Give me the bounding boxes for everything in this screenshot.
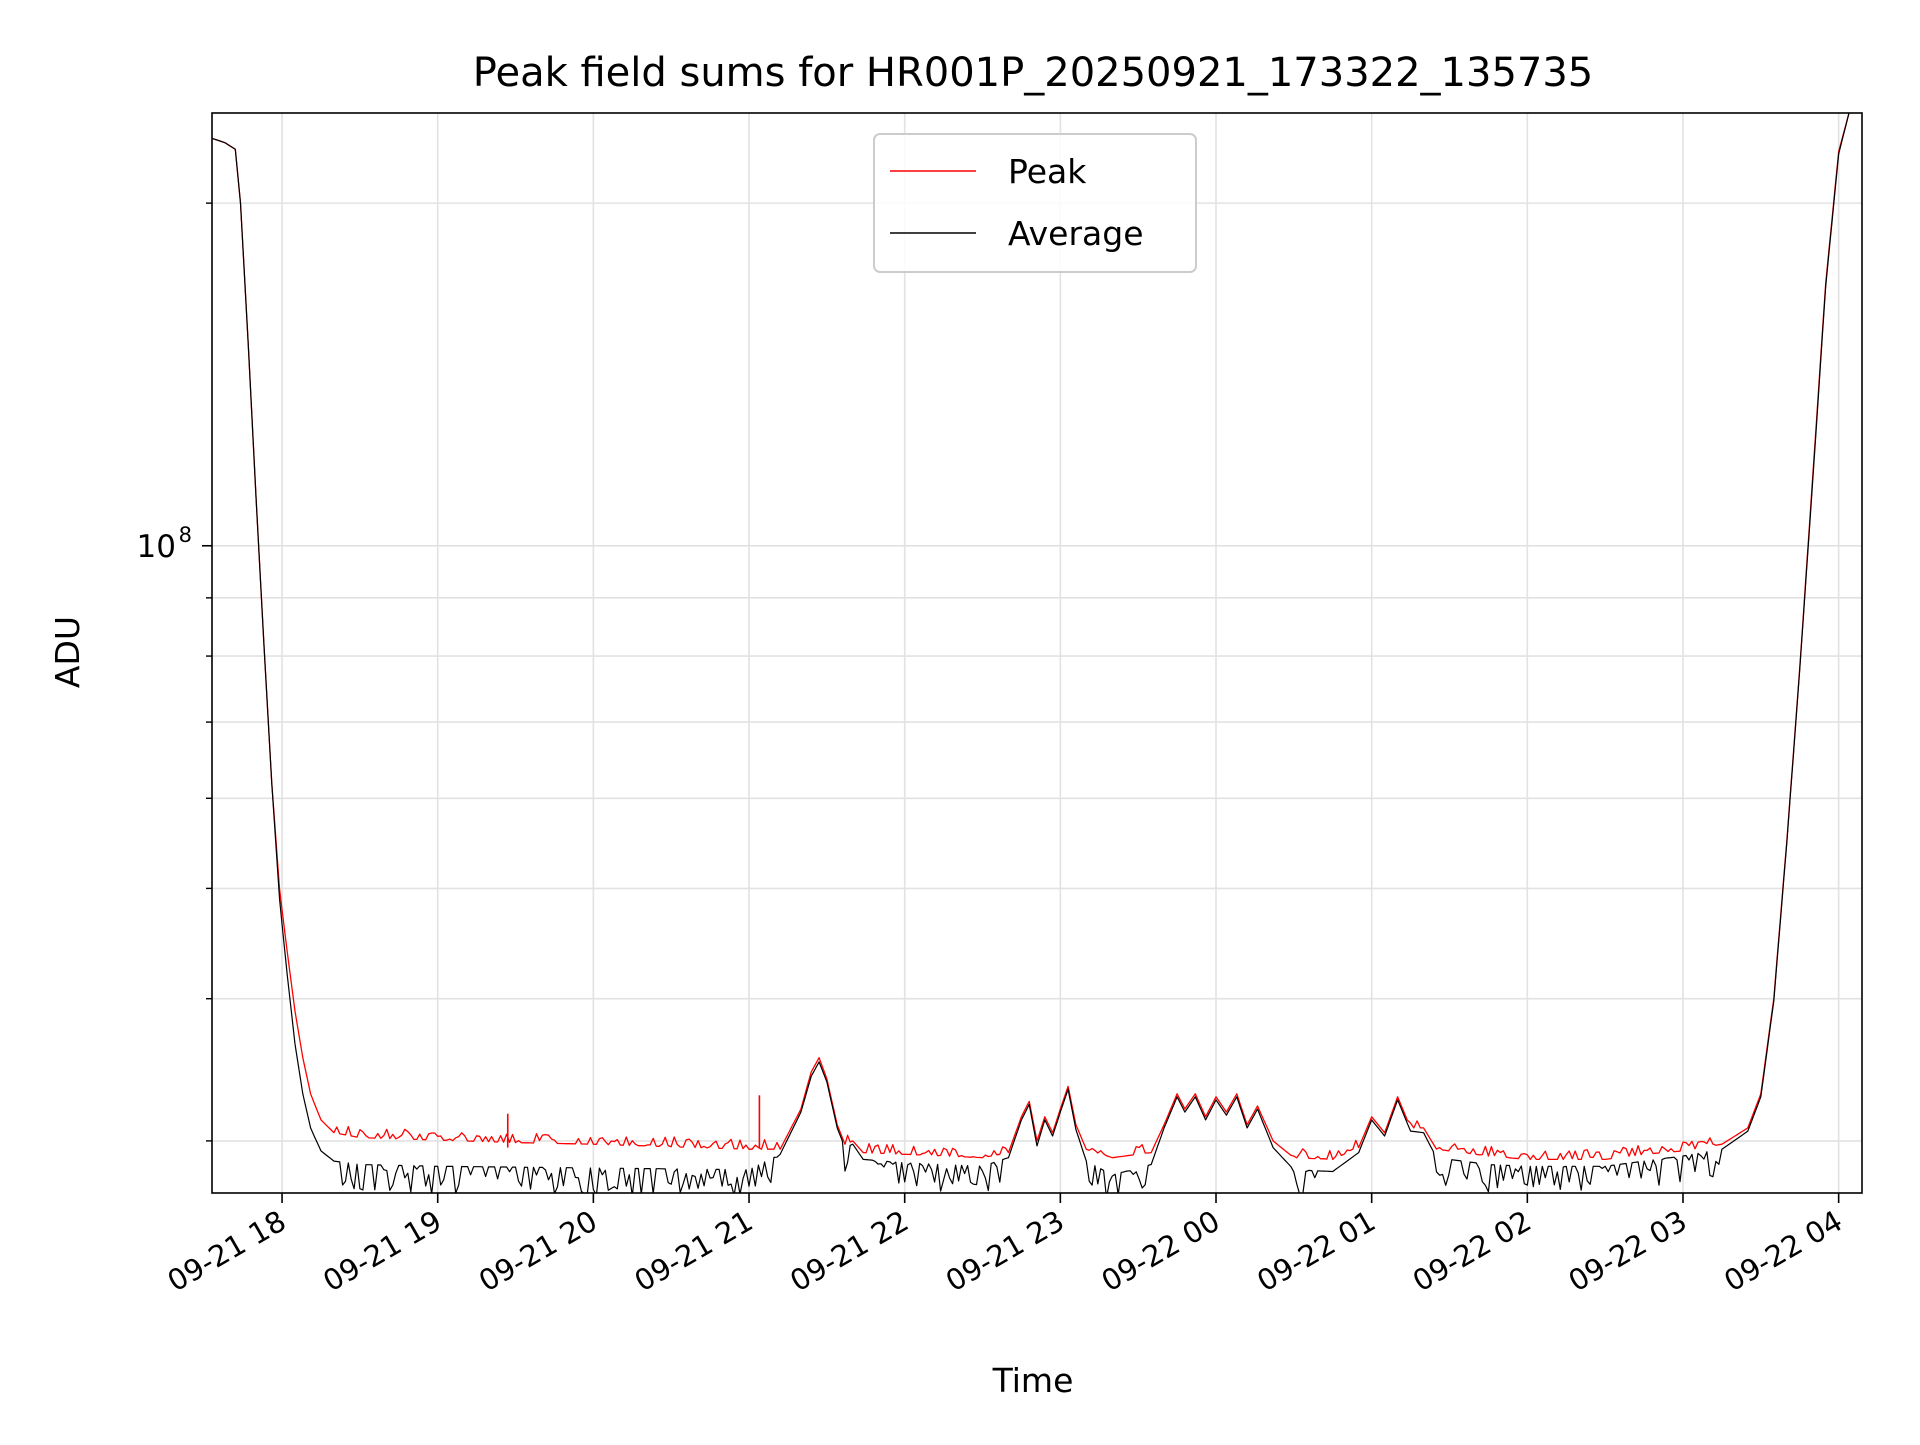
chart-title: Peak field sums for HR001P_20250921_1733…: [473, 50, 1593, 96]
series-line-average: [212, 113, 1850, 1193]
legend-box: [873, 133, 1197, 273]
y-tick-label: 10: [137, 529, 176, 565]
series-layer: [212, 113, 1850, 1193]
plot-frame: [211, 112, 1863, 1194]
legend-label-average: Average: [1008, 214, 1144, 253]
y-axis-label: ADU: [48, 616, 87, 688]
series-line-peak: [212, 113, 1850, 1161]
y-tick-label-exponent: 8: [179, 523, 192, 547]
x-axis-label: Time: [992, 1361, 1074, 1400]
legend: Peak Average: [873, 133, 1197, 273]
grid: [212, 113, 1862, 1193]
legend-label-peak: Peak: [1008, 152, 1087, 191]
